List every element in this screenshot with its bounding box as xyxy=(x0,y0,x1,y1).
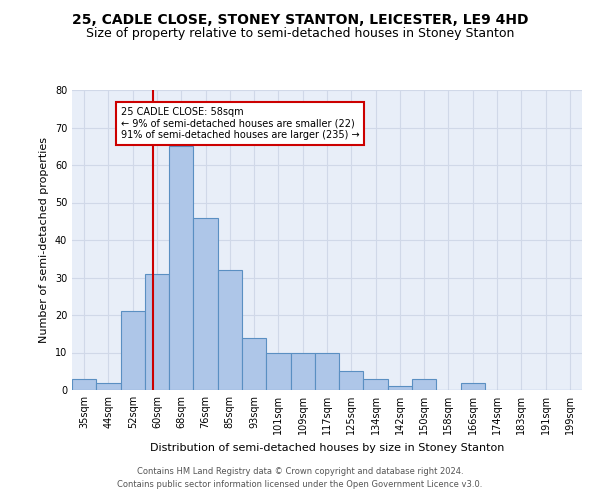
Bar xyxy=(315,352,339,390)
Bar xyxy=(364,379,388,390)
Bar xyxy=(169,146,193,390)
Text: Contains public sector information licensed under the Open Government Licence v3: Contains public sector information licen… xyxy=(118,480,482,489)
Bar xyxy=(242,338,266,390)
Text: Size of property relative to semi-detached houses in Stoney Stanton: Size of property relative to semi-detach… xyxy=(86,28,514,40)
Bar xyxy=(96,382,121,390)
Bar xyxy=(339,371,364,390)
Text: Contains HM Land Registry data © Crown copyright and database right 2024.: Contains HM Land Registry data © Crown c… xyxy=(137,467,463,476)
Bar xyxy=(145,274,169,390)
Y-axis label: Number of semi-detached properties: Number of semi-detached properties xyxy=(39,137,49,343)
Bar xyxy=(266,352,290,390)
Bar xyxy=(461,382,485,390)
Bar xyxy=(193,218,218,390)
Bar xyxy=(121,311,145,390)
Bar xyxy=(290,352,315,390)
Bar xyxy=(72,379,96,390)
Bar xyxy=(388,386,412,390)
X-axis label: Distribution of semi-detached houses by size in Stoney Stanton: Distribution of semi-detached houses by … xyxy=(150,442,504,452)
Bar xyxy=(218,270,242,390)
Text: 25 CADLE CLOSE: 58sqm
← 9% of semi-detached houses are smaller (22)
91% of semi-: 25 CADLE CLOSE: 58sqm ← 9% of semi-detac… xyxy=(121,107,359,140)
Text: 25, CADLE CLOSE, STONEY STANTON, LEICESTER, LE9 4HD: 25, CADLE CLOSE, STONEY STANTON, LEICEST… xyxy=(72,12,528,26)
Bar xyxy=(412,379,436,390)
